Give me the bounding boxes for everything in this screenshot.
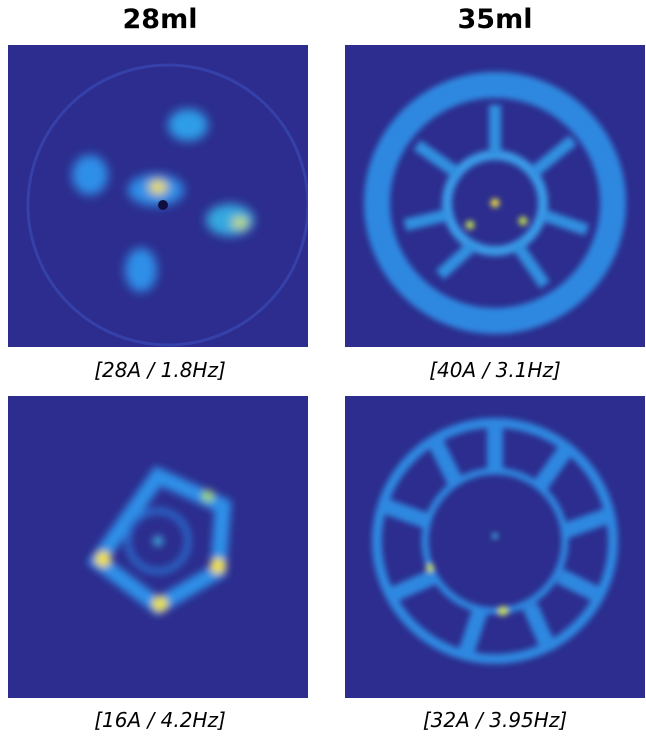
heatmap-image	[8, 45, 308, 347]
heatmap-image	[345, 396, 645, 698]
panel-caption: [32A / 3.95Hz]	[345, 708, 645, 732]
heatmap-image	[8, 396, 308, 698]
heatmap-image	[345, 45, 645, 347]
figure: 28ml 35ml	[0, 0, 646, 737]
column-title: 28ml	[10, 4, 310, 35]
panel-caption: [16A / 4.2Hz]	[10, 708, 310, 732]
panel-caption: [28A / 1.8Hz]	[10, 358, 310, 382]
column-title: 35ml	[345, 4, 645, 35]
panel-caption: [40A / 3.1Hz]	[345, 358, 645, 382]
